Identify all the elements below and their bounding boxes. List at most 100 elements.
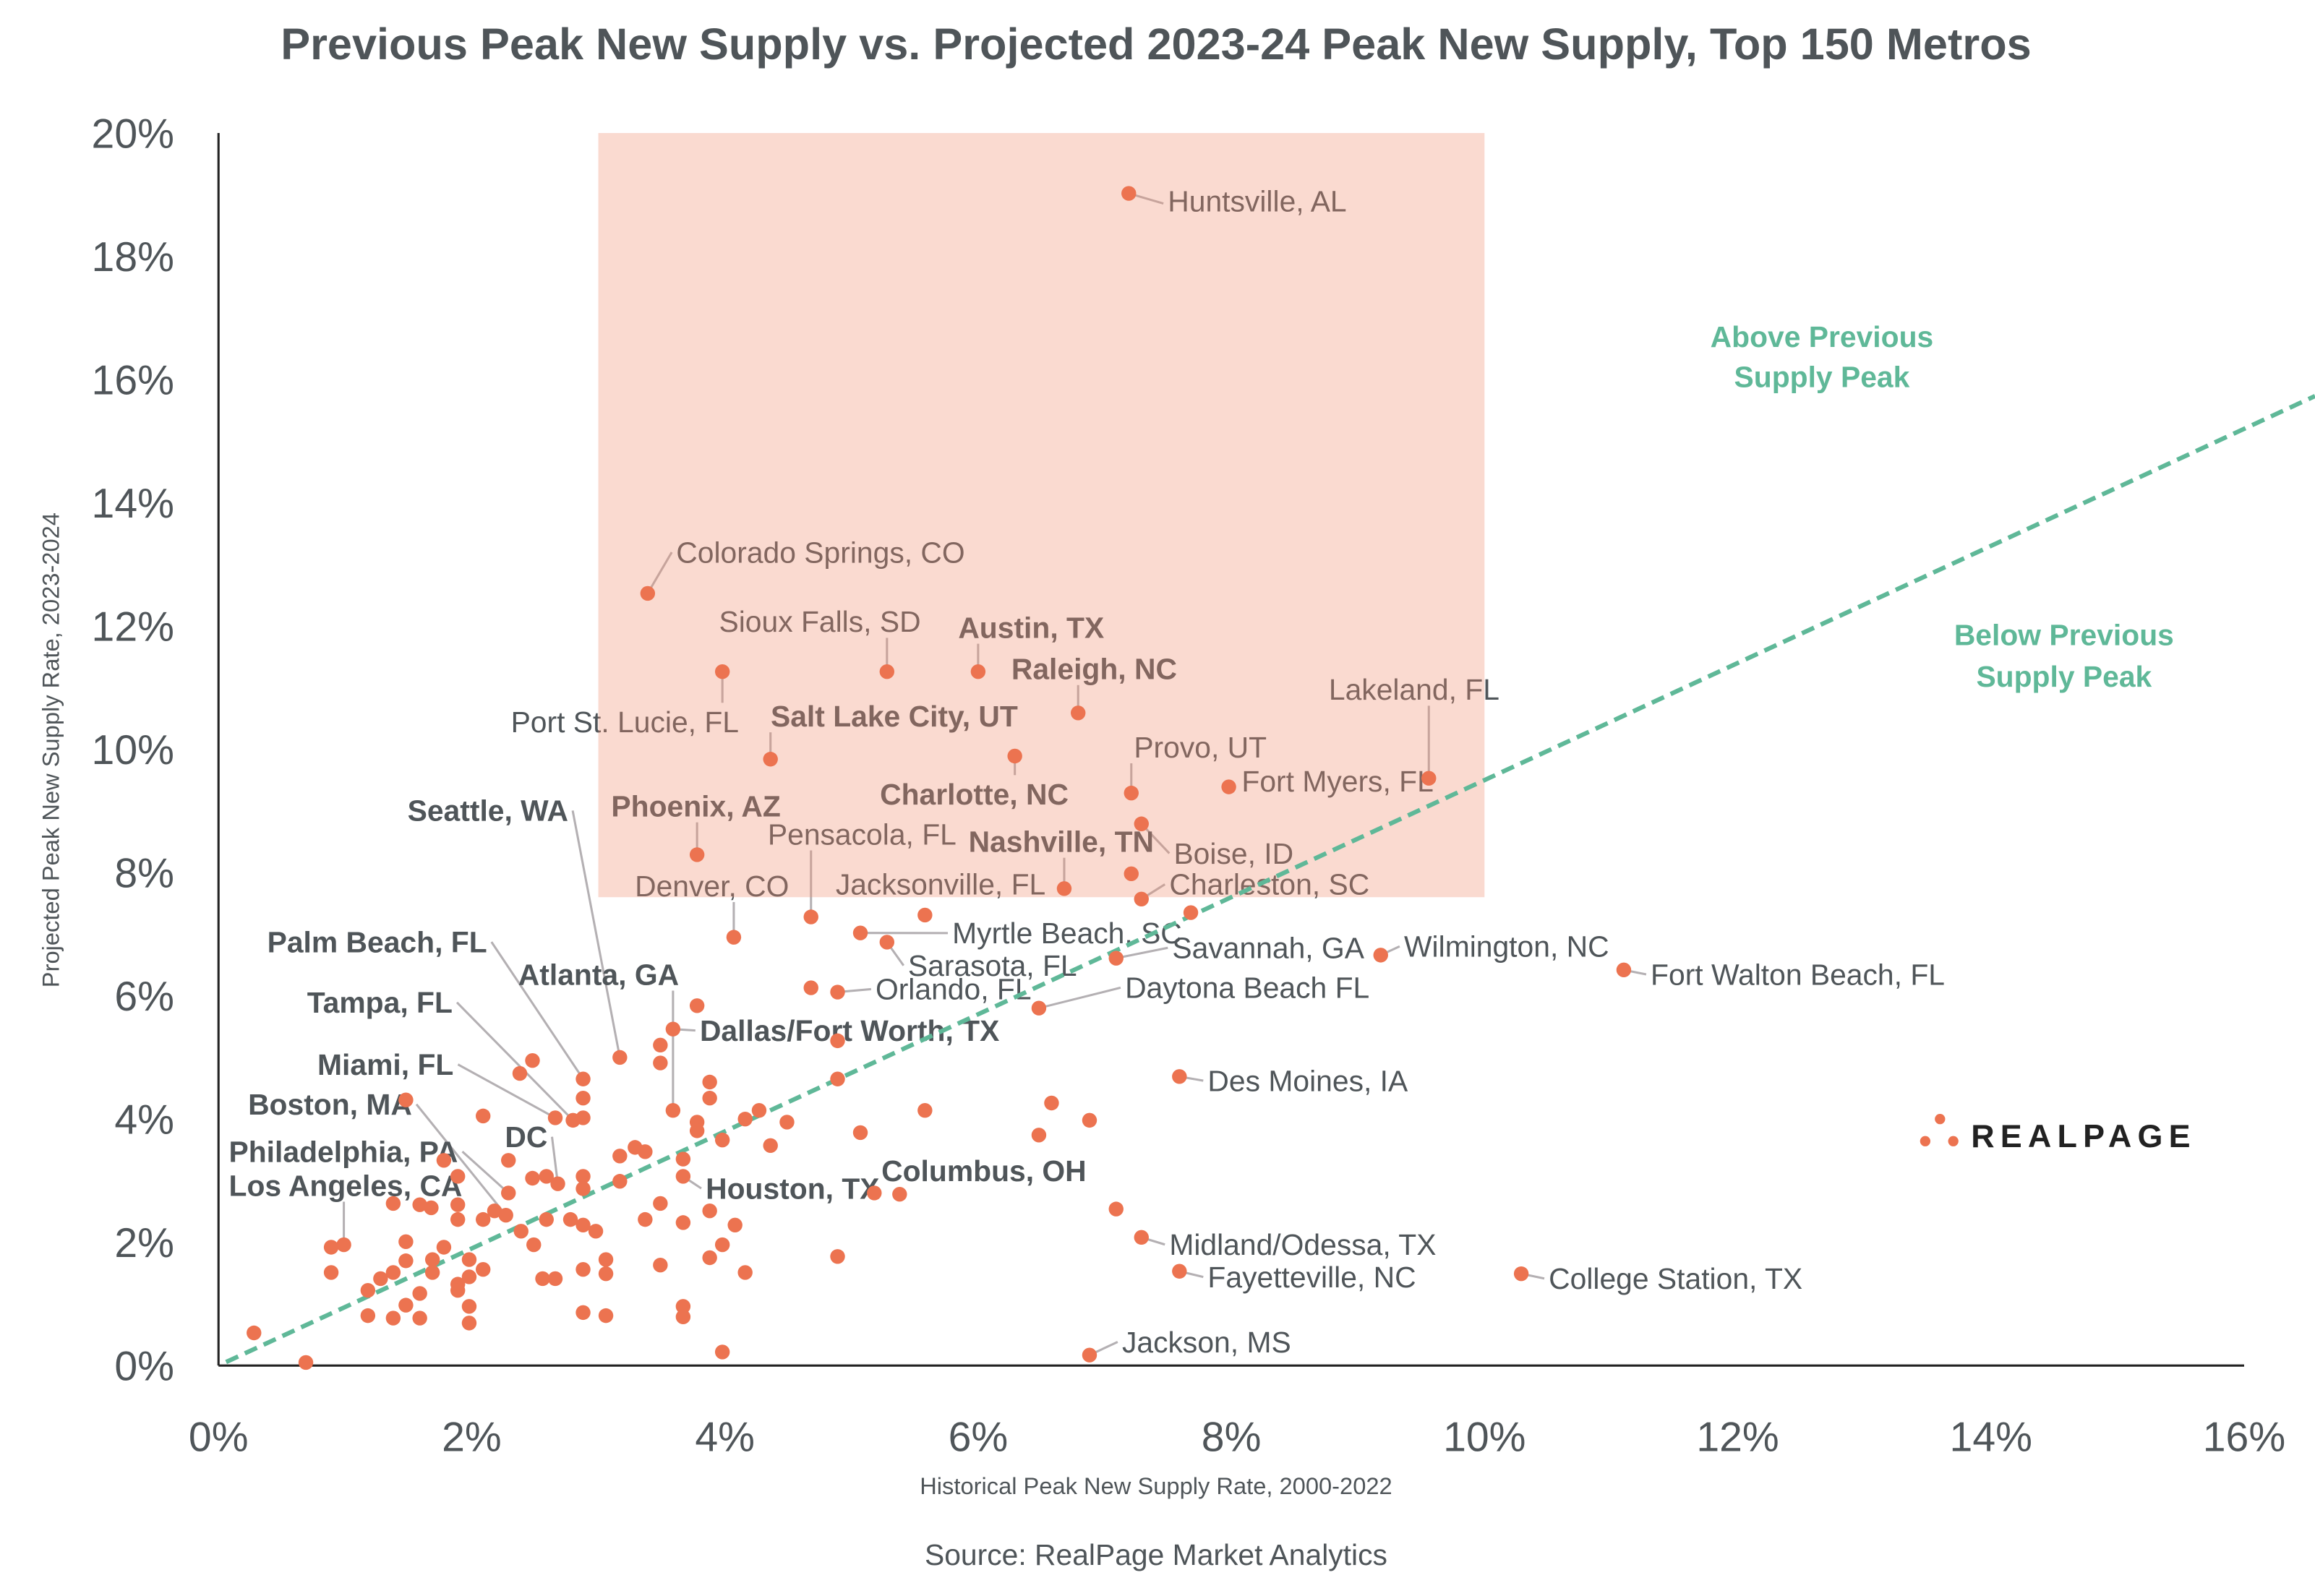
data-point <box>575 1261 591 1277</box>
data-point <box>1031 1000 1047 1016</box>
data-point <box>830 1033 845 1049</box>
data-point <box>702 1250 717 1266</box>
point-label: Boise, ID <box>1173 837 1293 870</box>
y-tick-label: 8% <box>114 851 174 897</box>
y-axis-title: Projected Peak New Supply Rate, 2023-202… <box>38 512 64 987</box>
data-point <box>575 1110 591 1125</box>
data-point <box>575 1090 591 1106</box>
data-point <box>501 1185 516 1201</box>
data-point <box>653 1055 668 1071</box>
data-point <box>675 1169 691 1184</box>
data-point <box>450 1211 466 1227</box>
data-point <box>665 1021 681 1037</box>
data-point <box>535 1271 550 1287</box>
data-point <box>737 1265 753 1280</box>
data-point <box>892 1186 907 1202</box>
data-point <box>763 1138 778 1154</box>
annotation-above-line2: Supply Peak <box>1734 360 1910 393</box>
data-point <box>675 1151 691 1167</box>
data-point <box>598 1266 614 1282</box>
leader-line <box>415 1103 507 1217</box>
x-tick-label: 10% <box>1443 1415 1525 1461</box>
data-point <box>702 1074 717 1090</box>
data-point <box>852 925 868 940</box>
data-point <box>1007 748 1022 764</box>
data-point <box>513 1224 529 1239</box>
leader-line <box>550 1136 560 1184</box>
data-point <box>1134 891 1149 906</box>
data-point <box>525 1170 540 1186</box>
logo-text: REALPAGE <box>1971 1117 2196 1154</box>
data-point <box>461 1269 477 1284</box>
data-point <box>640 585 656 601</box>
source-note: Source: RealPage Market Analytics <box>925 1538 1387 1571</box>
point-label: Salt Lake City, UT <box>771 700 1018 733</box>
data-point <box>461 1316 477 1331</box>
data-point <box>450 1169 466 1184</box>
data-point <box>475 1261 491 1277</box>
data-point <box>323 1240 339 1255</box>
data-point <box>475 1211 491 1227</box>
data-point <box>385 1310 401 1326</box>
data-point <box>1172 1069 1187 1084</box>
point-label: Sarasota, FL <box>908 949 1077 982</box>
data-point <box>398 1092 414 1107</box>
data-point <box>1108 1201 1124 1217</box>
point-label: Philadelphia, PA <box>229 1135 458 1168</box>
data-point <box>675 1309 691 1325</box>
data-point <box>779 1115 795 1130</box>
data-point <box>675 1215 691 1230</box>
data-point <box>575 1169 591 1184</box>
point-label: Los Angeles, CA <box>229 1169 463 1202</box>
y-tick-label: 14% <box>92 481 174 527</box>
x-tick-label: 6% <box>949 1415 1009 1461</box>
data-point <box>689 847 705 862</box>
point-label: Myrtle Beach, SC <box>952 917 1182 950</box>
y-tick-label: 10% <box>92 727 174 773</box>
logo-dot <box>1920 1136 1931 1146</box>
data-point <box>852 1125 868 1141</box>
data-point <box>763 752 778 767</box>
data-point <box>436 1153 452 1168</box>
logo-dot <box>1948 1136 1959 1146</box>
data-point <box>1134 816 1149 831</box>
y-tick-label: 18% <box>92 234 174 280</box>
point-label: Pensacola, FL <box>768 818 957 851</box>
point-label: Raleigh, NC <box>1011 653 1177 686</box>
data-point <box>526 1237 542 1253</box>
annotation-below-line1: Below Previous <box>1954 619 2174 652</box>
data-point <box>917 907 933 923</box>
data-point <box>1183 905 1199 920</box>
data-point <box>436 1240 452 1255</box>
data-point <box>1071 705 1086 721</box>
x-tick-label: 0% <box>189 1415 249 1461</box>
data-point <box>675 1299 691 1314</box>
data-point <box>830 984 845 1000</box>
data-point <box>803 909 818 924</box>
point-label: Palm Beach, FL <box>268 925 487 958</box>
data-point <box>373 1271 388 1287</box>
data-point <box>714 1132 730 1148</box>
data-point <box>336 1237 351 1253</box>
point-labels: Huntsville, AL Colorado Springs, CO Port S… <box>229 184 1945 1359</box>
data-point <box>247 1325 262 1341</box>
data-point <box>1124 785 1139 801</box>
data-point <box>360 1282 376 1298</box>
point-label: Dallas/Fort Worth, TX <box>700 1014 999 1047</box>
data-point <box>598 1308 614 1323</box>
point-label: Atlanta, GA <box>518 958 679 991</box>
data-point <box>612 1174 628 1189</box>
point-label: Wilmington, NC <box>1404 930 1609 964</box>
data-point <box>653 1258 668 1273</box>
point-label: DC <box>505 1120 547 1154</box>
data-point <box>598 1252 614 1267</box>
data-point <box>424 1200 439 1216</box>
data-point <box>1373 948 1388 963</box>
data-point <box>702 1203 717 1219</box>
data-point <box>424 1265 440 1280</box>
point-label: Austin, TX <box>958 611 1104 644</box>
annotation-below-line2: Supply Peak <box>1976 660 2152 693</box>
data-point <box>398 1234 414 1250</box>
data-point <box>412 1197 427 1212</box>
data-point <box>726 930 742 945</box>
